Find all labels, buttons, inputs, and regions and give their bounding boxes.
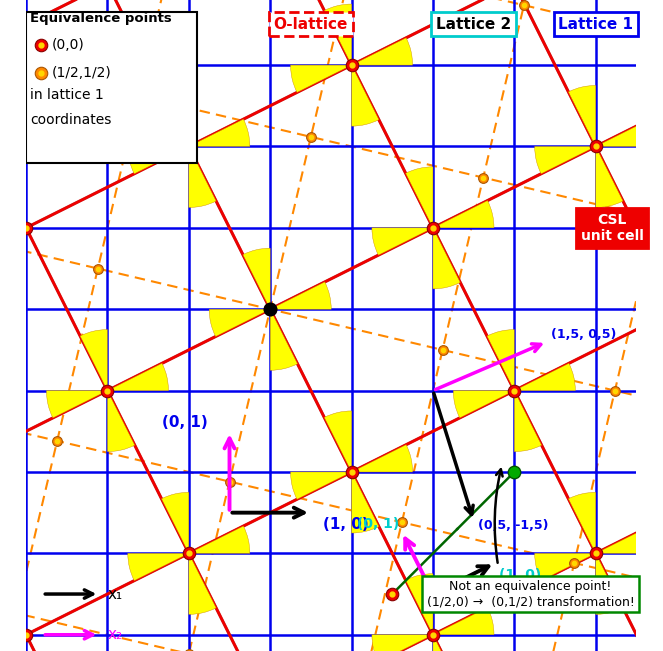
- Wedge shape: [595, 553, 623, 615]
- Wedge shape: [189, 526, 250, 553]
- Wedge shape: [595, 146, 623, 208]
- Wedge shape: [324, 411, 351, 472]
- Wedge shape: [271, 282, 332, 309]
- Text: O-lattice: O-lattice: [274, 17, 348, 32]
- Text: (1/2,1/2): (1/2,1/2): [52, 66, 112, 80]
- Wedge shape: [80, 329, 107, 391]
- Wedge shape: [534, 146, 595, 174]
- Wedge shape: [568, 85, 595, 146]
- Wedge shape: [534, 553, 595, 581]
- Wedge shape: [433, 201, 494, 228]
- Text: Lattice 1: Lattice 1: [558, 17, 633, 32]
- Text: x₁: x₁: [107, 587, 123, 602]
- Wedge shape: [514, 363, 575, 391]
- Wedge shape: [128, 553, 189, 581]
- Wedge shape: [243, 248, 271, 309]
- Wedge shape: [189, 553, 216, 615]
- Wedge shape: [568, 492, 595, 553]
- Wedge shape: [351, 445, 412, 472]
- Wedge shape: [406, 574, 433, 635]
- Wedge shape: [351, 65, 379, 126]
- Wedge shape: [162, 85, 189, 146]
- Wedge shape: [351, 38, 412, 65]
- Text: (0, 1): (0, 1): [162, 415, 208, 430]
- Text: Equivalence points: Equivalence points: [30, 12, 172, 25]
- Text: (1,5, 0,5): (1,5, 0,5): [551, 327, 617, 340]
- Wedge shape: [290, 65, 351, 92]
- FancyBboxPatch shape: [26, 12, 197, 163]
- Wedge shape: [433, 228, 460, 289]
- Wedge shape: [514, 391, 542, 452]
- Wedge shape: [189, 146, 216, 208]
- Wedge shape: [595, 119, 657, 146]
- Wedge shape: [487, 329, 514, 391]
- Wedge shape: [271, 309, 298, 370]
- Text: Lattice 2: Lattice 2: [436, 17, 511, 32]
- Text: x₂: x₂: [107, 627, 123, 643]
- Wedge shape: [128, 146, 189, 174]
- Wedge shape: [162, 492, 189, 553]
- Text: coordinates: coordinates: [30, 113, 111, 127]
- Text: (0,0): (0,0): [52, 38, 85, 52]
- Wedge shape: [372, 635, 433, 651]
- Wedge shape: [433, 635, 460, 651]
- Wedge shape: [433, 607, 494, 635]
- Wedge shape: [351, 472, 379, 533]
- Wedge shape: [107, 363, 168, 391]
- Wedge shape: [46, 391, 107, 418]
- Text: in lattice 1: in lattice 1: [30, 89, 104, 102]
- Wedge shape: [324, 4, 351, 65]
- Wedge shape: [453, 391, 514, 418]
- Wedge shape: [406, 167, 433, 228]
- Wedge shape: [595, 526, 657, 553]
- Text: Not an equivalence point!
(1/2,0) →  (0,1/2) transformation!: Not an equivalence point! (1/2,0) → (0,1…: [427, 580, 634, 608]
- Wedge shape: [290, 472, 351, 499]
- Text: CSL
unit cell: CSL unit cell: [581, 213, 643, 243]
- Text: (0,5, -1,5): (0,5, -1,5): [478, 519, 548, 532]
- Wedge shape: [209, 309, 271, 337]
- Wedge shape: [107, 391, 135, 452]
- Text: (1, 0): (1, 0): [323, 517, 369, 532]
- Text: (0, 1): (0, 1): [357, 517, 400, 531]
- Text: (1, 0): (1, 0): [499, 568, 541, 583]
- Wedge shape: [189, 119, 250, 146]
- Wedge shape: [372, 228, 433, 255]
